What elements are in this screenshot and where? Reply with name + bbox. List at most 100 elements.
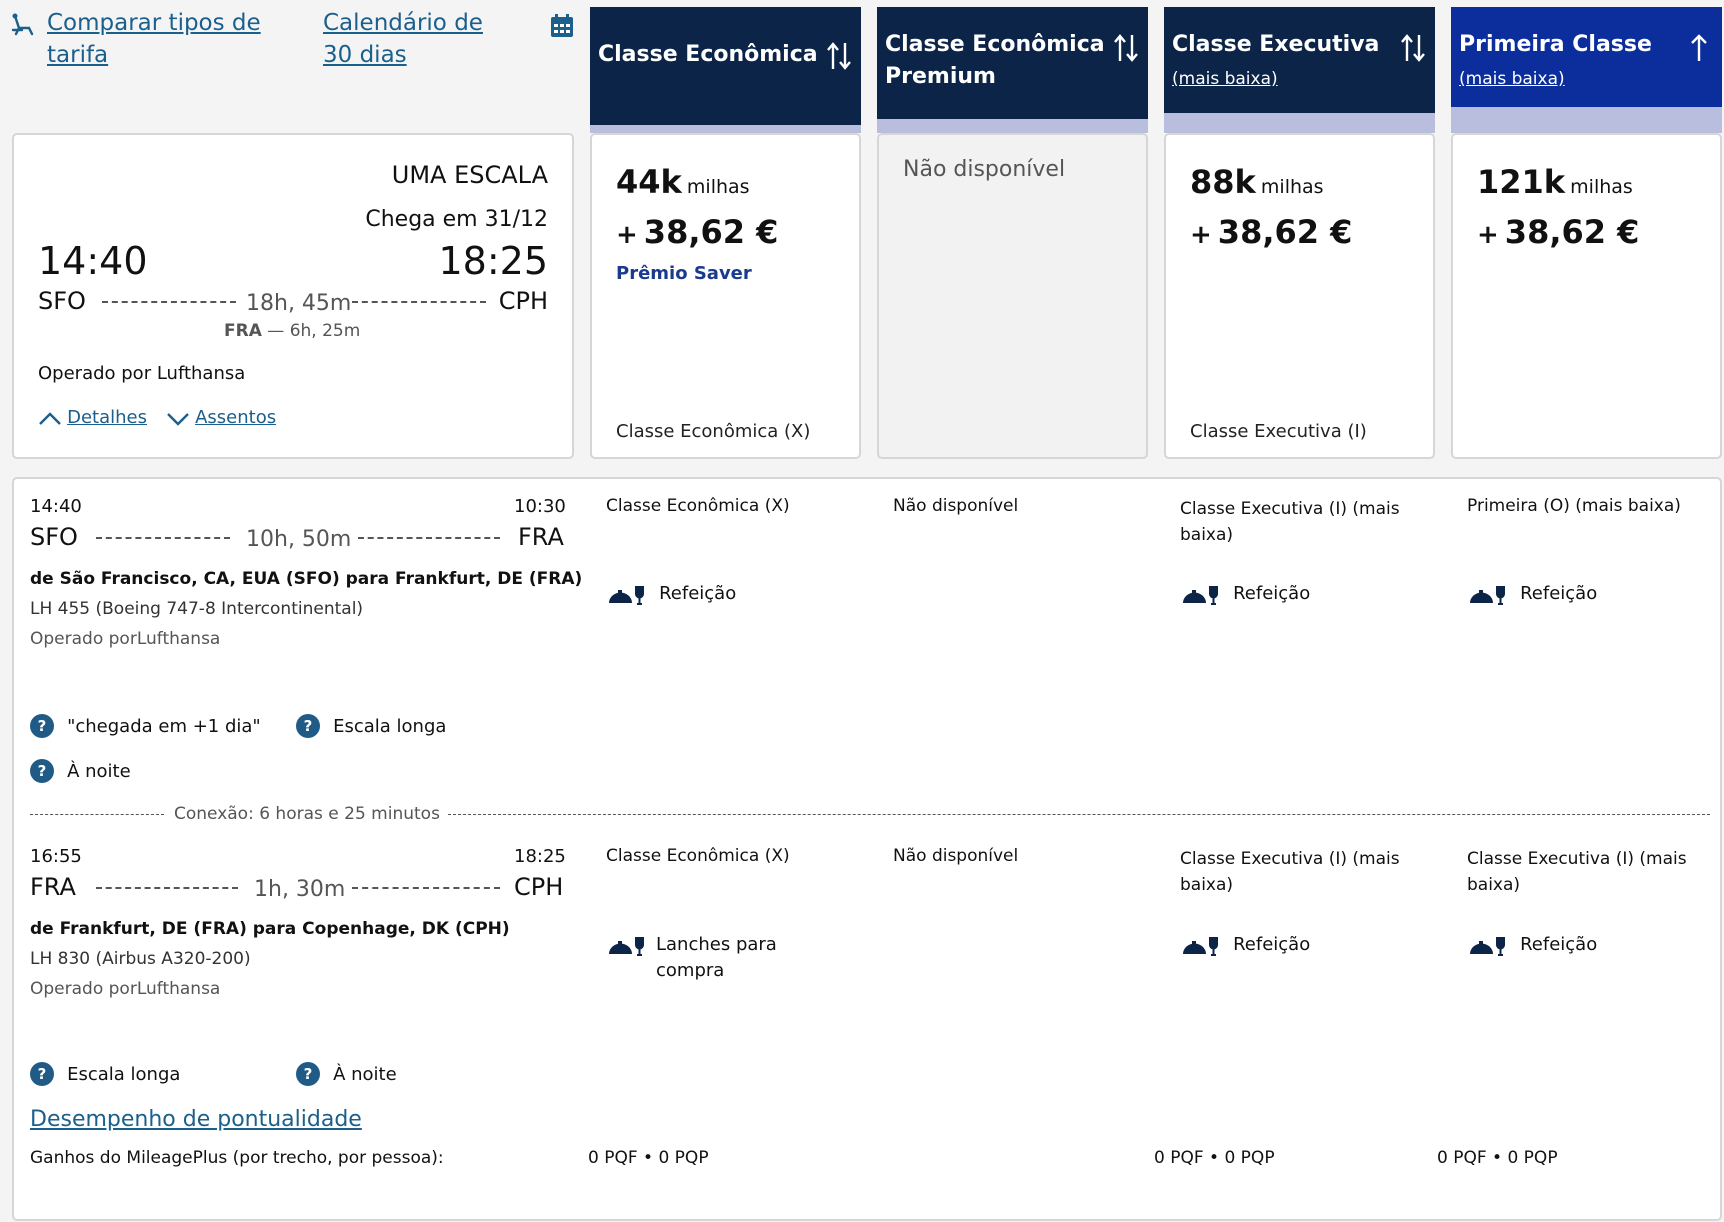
- segment-depart-time: 14:40: [30, 496, 82, 517]
- note-next-day[interactable]: ? "chegada em +1 dia": [30, 714, 261, 738]
- fare-miles: 88k milhas: [1190, 163, 1324, 201]
- stops-label: UMA ESCALA: [391, 161, 548, 189]
- header-first[interactable]: Primeira Classe (mais baixa): [1451, 7, 1722, 107]
- segment-destination: CPH: [514, 873, 564, 901]
- flight-details-panel: 14:40 10:30 SFO 10h, 50m FRA de São Fran…: [12, 477, 1722, 1221]
- destination-code: CPH: [498, 287, 548, 315]
- meal-info: Refeição: [606, 583, 736, 606]
- segment-cabin: Não disponível: [893, 846, 1019, 866]
- layover-airport: FRA: [224, 321, 262, 341]
- compare-fares-label-2: tarifa: [47, 42, 109, 68]
- meal-info: Refeição: [1467, 934, 1597, 957]
- compare-fares-label-1: Comparar tipos de: [47, 10, 261, 36]
- calendar-label-1: Calendário de: [323, 10, 483, 36]
- seat-icon: [10, 12, 36, 38]
- fare-card-first[interactable]: 121k milhas +38,62 €: [1451, 133, 1722, 459]
- segment-cabin: Classe Econômica (X): [606, 846, 790, 866]
- layover-time: 6h, 25m: [289, 321, 361, 341]
- meal-info: Lanches para compra: [606, 932, 806, 984]
- route-line: [352, 301, 486, 303]
- fare-miles: 44k milhas: [616, 163, 750, 201]
- sort-icon: [1114, 34, 1138, 62]
- meal-info: Refeição: [1180, 934, 1310, 957]
- segment-flight: LH 830 (Airbus A320-200): [30, 949, 251, 969]
- sort-icon: [827, 42, 851, 70]
- segment-cabin: Classe Executiva (I) (mais baixa): [1180, 499, 1400, 545]
- segment-route: de São Francisco, CA, EUA (SFO) para Fra…: [30, 569, 583, 589]
- route-line: [358, 537, 500, 539]
- calendar-30-days-link[interactable]: Calendário de 30 dias: [323, 7, 483, 71]
- note-overnight[interactable]: ? À noite: [30, 759, 131, 783]
- fare-card-economy[interactable]: 44k milhas +38,62 € Prêmio Saver Classe …: [590, 133, 861, 459]
- segment-arrive-time: 10:30: [514, 496, 566, 517]
- meal-icon: [1468, 585, 1505, 605]
- segment-depart-time: 16:55: [30, 846, 82, 867]
- segment-cabin: Não disponível: [893, 496, 1019, 516]
- header-first-sub: (mais baixa): [1459, 69, 1565, 89]
- seats-toggle[interactable]: Assentos: [166, 407, 276, 428]
- meal-icon: [1181, 585, 1218, 605]
- on-time-performance-link[interactable]: Desempenho de pontualidade: [30, 1107, 362, 1132]
- fare-price: +38,62 €: [1477, 213, 1640, 251]
- header-first-title: Primeira Classe: [1459, 32, 1652, 57]
- fare-cabin: Classe Econômica (X): [616, 421, 811, 442]
- meal-icon: [607, 937, 644, 956]
- meal-icon: [607, 585, 644, 605]
- layover-info: FRA — 6h, 25m: [224, 321, 361, 341]
- calendar-icon[interactable]: [550, 14, 574, 38]
- segment-cabin: Classe Executiva (I) (mais baixa): [1467, 849, 1687, 895]
- segment-cabin: Classe Econômica (X): [606, 496, 790, 516]
- header-premium-title: Classe Econômica Premium: [885, 32, 1105, 89]
- compare-fares-link[interactable]: Comparar tipos de tarifa: [47, 7, 261, 71]
- chevron-down-icon: [167, 412, 189, 426]
- earnings-value: 0 PQF • 0 PQP: [1437, 1148, 1558, 1168]
- segment-duration: 1h, 30m: [254, 877, 346, 902]
- note-overnight[interactable]: ? À noite: [296, 1062, 397, 1086]
- route-line: [96, 537, 230, 539]
- fare-miles: 121k milhas: [1477, 163, 1633, 201]
- arrival-date: Chega em 31/12: [365, 207, 548, 232]
- details-link[interactable]: Detalhes: [67, 407, 147, 428]
- sort-icon: [1401, 34, 1425, 62]
- earnings-value: 0 PQF • 0 PQP: [588, 1148, 709, 1168]
- help-icon: ?: [296, 1062, 320, 1086]
- segment-route: de Frankfurt, DE (FRA) para Copenhage, D…: [30, 919, 510, 939]
- operated-by: Operado por Lufthansa: [38, 363, 246, 384]
- connection-label: Conexão: 6 horas e 25 minutos: [174, 804, 440, 824]
- help-icon: ?: [30, 714, 54, 738]
- note-long-layover[interactable]: ? Escala longa: [296, 714, 446, 738]
- segment-operated: Operado porLufthansa: [30, 629, 221, 649]
- header-business-sub: (mais baixa): [1172, 69, 1278, 89]
- sort-ascending-icon: [1691, 34, 1707, 61]
- route-line: [102, 301, 236, 303]
- segment-origin: SFO: [30, 523, 78, 551]
- total-duration: 18h, 45m: [246, 291, 352, 316]
- segment-cabin: Classe Executiva (I) (mais baixa): [1180, 849, 1400, 895]
- header-premium-bar: [877, 119, 1148, 133]
- segment-flight: LH 455 (Boeing 747-8 Intercontinental): [30, 599, 364, 619]
- segment-duration: 10h, 50m: [246, 527, 352, 552]
- origin-code: SFO: [38, 287, 86, 315]
- depart-time: 14:40: [38, 239, 148, 283]
- help-icon: ?: [30, 759, 54, 783]
- seats-link[interactable]: Assentos: [195, 407, 277, 428]
- help-icon: ?: [296, 714, 320, 738]
- segment-destination: FRA: [518, 523, 564, 551]
- header-business-title: Classe Executiva: [1172, 32, 1380, 57]
- header-business[interactable]: Classe Executiva (mais baixa): [1164, 7, 1435, 113]
- chevron-up-icon: [39, 411, 61, 425]
- header-economy-title: Classe Econômica: [598, 42, 818, 67]
- header-premium[interactable]: Classe Econômica Premium: [877, 7, 1148, 119]
- meal-icon: [1181, 936, 1218, 956]
- route-line: [96, 887, 238, 889]
- note-long-layover[interactable]: ? Escala longa: [30, 1062, 180, 1086]
- details-toggle[interactable]: Detalhes: [38, 407, 147, 428]
- saver-badge: Prêmio Saver: [616, 263, 752, 284]
- fare-card-premium: Não disponível: [877, 133, 1148, 459]
- segment-origin: FRA: [30, 873, 76, 901]
- help-icon: ?: [30, 1062, 54, 1086]
- fare-card-business[interactable]: 88k milhas +38,62 € Classe Executiva (I): [1164, 133, 1435, 459]
- calendar-label-2: 30 dias: [323, 42, 407, 68]
- fare-price: +38,62 €: [1190, 213, 1353, 251]
- header-economy[interactable]: Classe Econômica: [590, 7, 861, 125]
